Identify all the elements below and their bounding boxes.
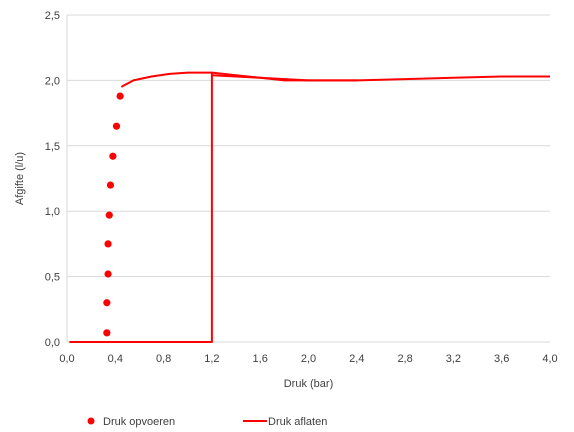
y-tick-label: 1,5 bbox=[45, 141, 60, 153]
legend-label-druk-aflaten: Druk aflaten bbox=[268, 416, 327, 428]
data-point bbox=[116, 92, 124, 100]
data-point bbox=[103, 299, 111, 307]
data-point bbox=[105, 211, 113, 219]
y-tick-label: 1,0 bbox=[45, 206, 60, 218]
legend-label-druk-opvoeren: Druk opvoeren bbox=[103, 416, 175, 428]
y-tick-label: 0,5 bbox=[45, 272, 60, 284]
x-tick-label: 0,8 bbox=[156, 353, 171, 365]
y-axis-ticks: 0,0 0,5 1,0 1,5 2,0 2,5 bbox=[45, 10, 60, 349]
x-tick-label: 1,6 bbox=[253, 353, 268, 365]
axes bbox=[66, 15, 550, 343]
plot-area bbox=[69, 71, 550, 343]
data-point bbox=[104, 240, 112, 248]
data-point bbox=[104, 270, 112, 278]
data-point bbox=[106, 181, 115, 189]
legend-marker-druk-opvoeren bbox=[87, 417, 95, 425]
series-line-1 bbox=[69, 71, 213, 343]
x-tick-label: 2,4 bbox=[349, 353, 364, 365]
series-line-2 bbox=[211, 71, 550, 82]
x-tick-label: 3,6 bbox=[494, 353, 509, 365]
data-point bbox=[109, 152, 117, 160]
y-tick-label: 2,0 bbox=[45, 75, 60, 87]
legend: Druk opvoeren Druk aflaten bbox=[87, 416, 327, 428]
y-tick-label: 2,5 bbox=[45, 10, 60, 22]
x-axis-title: Druk (bar) bbox=[284, 378, 334, 390]
x-tick-label: 3,2 bbox=[446, 353, 461, 365]
data-point bbox=[103, 329, 111, 337]
y-axis-title: Afgifte (l/u) bbox=[14, 152, 26, 205]
x-axis-ticks: 0,0 0,4 0,8 1,2 1,6 2,0 2,4 2,8 3,2 3,6 4,0 bbox=[59, 353, 557, 365]
y-tick-label: 0,0 bbox=[45, 337, 60, 349]
grid bbox=[67, 14, 550, 343]
x-tick-label: 2,0 bbox=[301, 353, 316, 365]
data-point bbox=[112, 122, 121, 130]
x-tick-label: 0,4 bbox=[108, 353, 123, 365]
x-tick-label: 2,8 bbox=[397, 353, 412, 365]
x-tick-label: 0,0 bbox=[59, 353, 74, 365]
series-line-3 bbox=[211, 74, 357, 82]
x-tick-label: 4,0 bbox=[542, 353, 557, 365]
x-tick-label: 1,2 bbox=[204, 353, 219, 365]
